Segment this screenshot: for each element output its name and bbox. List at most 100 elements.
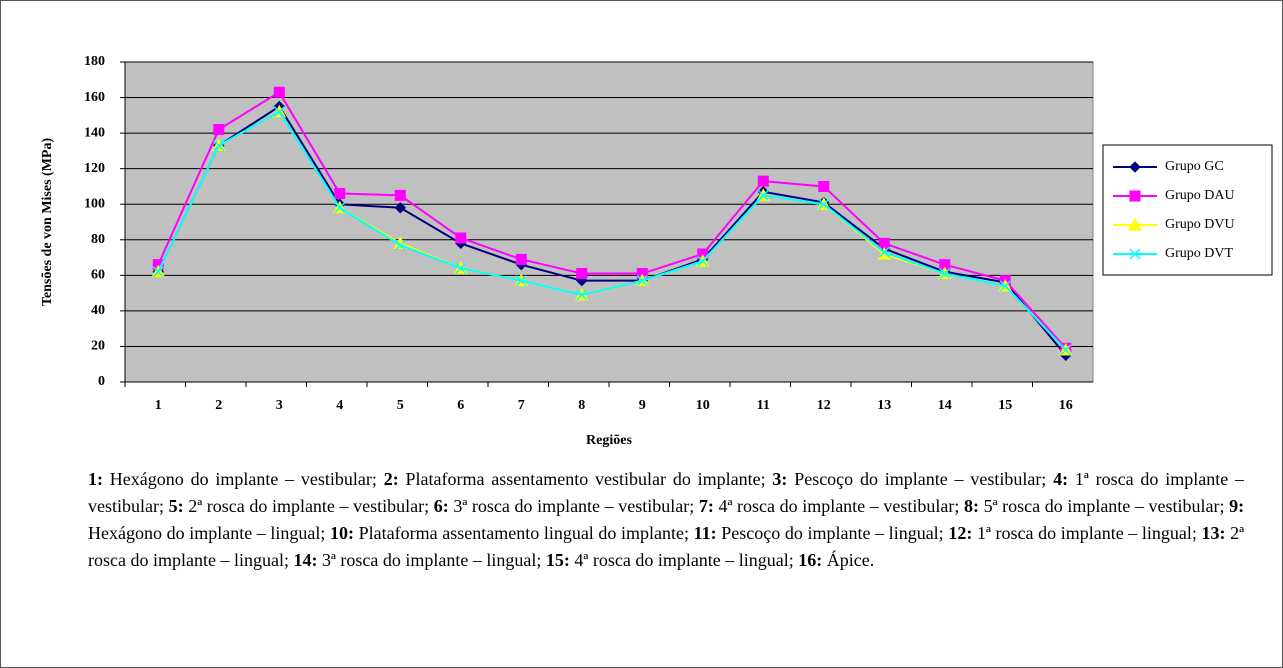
caption-key: 9:	[1229, 496, 1245, 516]
data-point	[818, 198, 830, 210]
legend-label: Grupo DVT	[1165, 246, 1233, 261]
caption-key: 13:	[1201, 523, 1226, 543]
caption-text: 4ª rosca do implante – vestibular;	[718, 496, 960, 516]
data-point	[213, 140, 225, 152]
caption-key: 5:	[168, 496, 184, 516]
x-tick-label: 3	[276, 398, 283, 413]
legend-label: Grupo DVU	[1165, 217, 1235, 232]
caption-text: Plataforma assentamento vestibular do im…	[405, 469, 766, 489]
legend-marker	[1129, 248, 1141, 260]
y-axis-title: Tensões de von Mises (MPa)	[40, 138, 55, 307]
data-point	[273, 106, 285, 118]
data-point	[334, 202, 346, 214]
caption-key: 14:	[293, 550, 318, 570]
caption-text: 2ª rosca do implante – vestibular;	[188, 496, 430, 516]
caption-key: 3:	[772, 469, 788, 489]
x-tick-label: 13	[877, 398, 891, 413]
series-line	[157, 110, 1067, 351]
caption-key: 10:	[330, 523, 355, 543]
caption-key: 8:	[963, 496, 979, 516]
caption-text: 2ª rosca do implante – lingual;	[88, 523, 1245, 570]
data-point	[999, 280, 1011, 292]
data-point	[878, 237, 890, 249]
series-line	[157, 90, 1067, 349]
data-point	[273, 86, 285, 98]
data-point	[878, 246, 890, 258]
x-tick-label: 11	[757, 398, 770, 413]
x-tick-label: 15	[998, 398, 1012, 413]
x-tick-label: 10	[696, 398, 710, 413]
data-point	[152, 266, 164, 278]
y-tick-label: 100	[84, 196, 105, 211]
caption-key: 16:	[798, 550, 823, 570]
x-tick-label: 7	[518, 398, 525, 413]
y-tick-label: 80	[91, 232, 105, 247]
caption-text: Pescoço do implante – vestibular;	[794, 469, 1047, 489]
x-axis-title: Regiões	[586, 433, 632, 448]
caption-key: 12:	[948, 523, 973, 543]
x-tick-label: 16	[1059, 398, 1073, 413]
caption-text: 1ª rosca do implante – lingual;	[976, 523, 1197, 543]
y-tick-label: 180	[84, 54, 105, 69]
x-tick-label: 14	[938, 398, 952, 413]
data-point	[515, 275, 527, 287]
data-point	[1060, 344, 1072, 356]
y-tick-label: 60	[91, 268, 105, 283]
series-line	[157, 105, 1067, 356]
caption-text: Pescoço do implante – lingual;	[721, 523, 944, 543]
y-tick-label: 0	[98, 374, 105, 389]
data-point	[394, 202, 406, 214]
data-point	[455, 232, 467, 244]
x-tick-label: 6	[457, 398, 464, 413]
plot-area	[124, 61, 1094, 383]
caption-key: 6:	[433, 496, 449, 516]
y-tick-label: 120	[84, 161, 105, 176]
caption-text: 5ª rosca do implante – vestibular;	[983, 496, 1225, 516]
x-tick-label: 5	[397, 398, 404, 413]
data-point	[697, 248, 709, 260]
x-tick-label: 12	[817, 398, 831, 413]
y-tick-label: 140	[84, 125, 105, 140]
caption-key: 1:	[88, 469, 103, 489]
data-point	[939, 259, 951, 271]
y-tick-label: 40	[91, 303, 105, 318]
caption: 1: Hexágono do implante – vestibular; 2:…	[88, 466, 1244, 574]
caption-text: Hexágono do implante – vestibular;	[109, 469, 377, 489]
x-tick-label: 2	[215, 398, 222, 413]
x-tick-label: 4	[336, 398, 343, 413]
caption-key: 7:	[698, 496, 714, 516]
data-point	[757, 189, 769, 201]
data-point	[213, 124, 225, 136]
data-point	[515, 253, 527, 265]
legend-marker	[1129, 161, 1141, 173]
x-tick-label: 8	[578, 398, 585, 413]
data-point	[394, 239, 406, 251]
chart: Tensões de von Mises (MPa) Regiões 0 20 40…	[40, 54, 1273, 448]
caption-key: 2:	[383, 469, 399, 489]
legend-marker	[1128, 217, 1142, 231]
data-point	[334, 188, 346, 200]
caption-text: 4ª rosca do implante – lingual;	[574, 550, 794, 570]
data-point	[576, 289, 588, 301]
data-point	[576, 268, 588, 280]
y-tick-label: 160	[84, 90, 105, 105]
data-point	[697, 255, 709, 267]
data-point	[394, 189, 406, 201]
caption-key: 15:	[545, 550, 570, 570]
data-point	[939, 268, 951, 280]
legend-label: Grupo GC	[1165, 159, 1224, 174]
caption-text: Plataforma assentamento lingual do impla…	[358, 523, 690, 543]
caption-text: 1ª rosca do implante – vestibular;	[88, 469, 1245, 516]
caption-key: 4:	[1053, 469, 1069, 489]
caption-text: 3ª rosca do implante – lingual;	[321, 550, 542, 570]
y-tick-label: 20	[91, 339, 105, 354]
caption-text: 3ª rosca do implante – vestibular;	[453, 496, 695, 516]
legend-label: Grupo DAU	[1165, 188, 1235, 203]
data-point	[818, 180, 830, 192]
data-point	[636, 275, 648, 287]
caption-key: 11:	[693, 523, 717, 543]
x-tick-label: 9	[639, 398, 646, 413]
data-point	[757, 175, 769, 187]
caption-text: Ápice.	[826, 550, 875, 570]
data-point	[455, 262, 467, 274]
